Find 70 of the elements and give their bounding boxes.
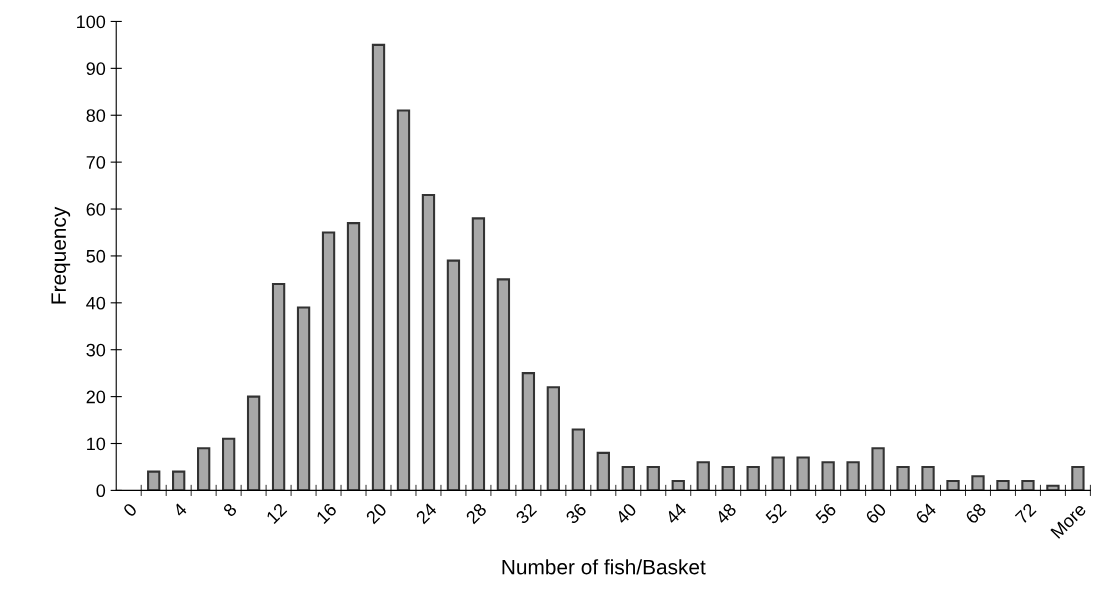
x-tick-label: 12 [265, 502, 288, 524]
y-tick-label: 50 [86, 249, 106, 263]
bar [746, 465, 760, 491]
bar [321, 231, 336, 491]
bar [296, 306, 311, 491]
bar [197, 447, 211, 491]
bar [596, 451, 610, 491]
y-tick-label: 90 [86, 62, 106, 76]
x-tick-label: 24 [415, 502, 438, 525]
bar [996, 479, 1010, 491]
bar [1071, 465, 1085, 491]
bar [246, 395, 261, 491]
bar [921, 465, 935, 491]
y-tick-label: 70 [86, 156, 106, 169]
bar [646, 465, 660, 491]
x-tick-label: 28 [465, 502, 488, 525]
x-tick-label: 72 [1014, 502, 1037, 525]
x-tick-label: 48 [714, 502, 738, 525]
bar [796, 456, 810, 491]
x-tick-label: 60 [864, 502, 887, 525]
x-tick-label: 56 [814, 502, 837, 525]
y-tick-label: 80 [86, 109, 106, 122]
x-tick-label: 32 [515, 502, 538, 525]
y-tick-label: 100 [77, 15, 106, 29]
bar [1046, 484, 1060, 491]
x-tick-label: 8 [222, 502, 238, 518]
bar [546, 386, 561, 491]
bar [871, 447, 885, 491]
bar [271, 283, 286, 491]
bar [771, 456, 785, 491]
y-axis-title: Frequency [51, 206, 71, 304]
bar [696, 461, 710, 491]
x-tick-label: 52 [764, 502, 787, 525]
x-tick-label: 40 [614, 502, 638, 525]
bar [147, 470, 161, 491]
x-tick-label: 0 [122, 502, 138, 518]
bar [721, 465, 735, 491]
bar [172, 470, 186, 491]
y-tick-label: 0 [96, 484, 106, 498]
x-tick-label: 68 [964, 502, 987, 525]
bar [946, 479, 960, 491]
bar [496, 278, 511, 491]
x-tick-label: 16 [315, 502, 338, 525]
bar [671, 479, 685, 491]
x-tick-label: 4 [172, 502, 188, 518]
bar [371, 43, 386, 491]
bar [471, 217, 486, 491]
bar [521, 372, 536, 491]
bar [221, 437, 236, 491]
bar [346, 222, 361, 491]
y-tick-label: 60 [86, 202, 106, 216]
y-tick-label: 20 [86, 390, 106, 404]
x-axis-title: Number of fish/Basket [502, 559, 706, 575]
y-tick-label: 40 [86, 296, 106, 310]
bar [396, 109, 411, 491]
y-tick-label: 10 [87, 437, 106, 451]
bar [896, 465, 910, 491]
x-tick-label: 44 [664, 502, 688, 525]
x-tick-label: 20 [365, 502, 388, 525]
x-tick-label: 36 [564, 502, 588, 525]
bar [621, 465, 635, 491]
bar [846, 461, 860, 491]
bar [446, 259, 461, 491]
bar [1021, 479, 1035, 491]
bar [421, 193, 436, 491]
bar [571, 428, 585, 491]
x-tick-label: 64 [914, 502, 938, 525]
y-tick-label: 30 [86, 343, 106, 357]
bar [821, 461, 835, 491]
bar [971, 475, 985, 491]
